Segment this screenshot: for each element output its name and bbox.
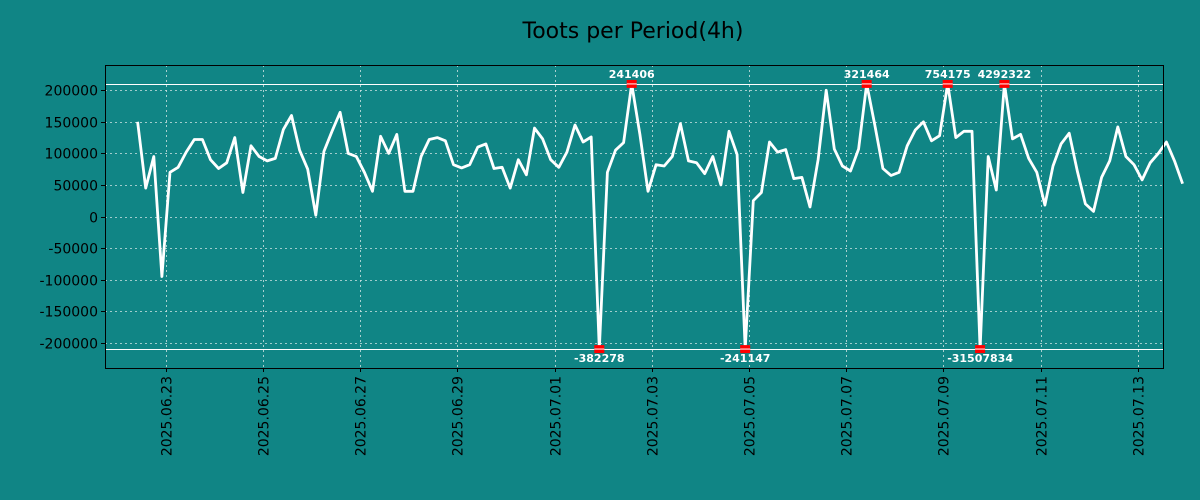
chart-title: Toots per Period(4h) (522, 19, 744, 44)
x-tick-label: 2025.06.23 (160, 376, 176, 456)
outlier-label: -31507834 (947, 352, 1013, 365)
y-tick-label: 50000 (53, 179, 98, 195)
outlier-label: -241147 (720, 352, 771, 365)
y-tick-label: -150000 (40, 305, 99, 321)
outlier-label: 4292322 (978, 68, 1032, 81)
x-tick-label: 2025.07.01 (549, 376, 565, 456)
x-tick-label: 2025.07.09 (937, 376, 953, 456)
y-axis: -200000 -150000 -100000 -50000 0 50000 100000 1… (40, 84, 105, 353)
marker-layer (594, 79, 1010, 354)
series-layer (136, 82, 1184, 351)
grid-layer (105, 65, 1163, 368)
x-tick-label: 2025.06.27 (354, 376, 370, 456)
y-tick-label: -100000 (40, 274, 99, 290)
y-tick-label: 0 (89, 211, 98, 227)
y-tick-label: -200000 (40, 337, 99, 353)
y-tick-label: 100000 (45, 147, 98, 163)
outlier-label: -382278 (574, 352, 625, 365)
x-tick-label: 2025.06.25 (257, 376, 273, 456)
x-tick-label: 2025.07.05 (743, 376, 759, 456)
series-line (136, 82, 1184, 351)
y-tick-label: 150000 (45, 116, 98, 132)
y-tick-label: 200000 (45, 84, 98, 100)
x-tick-label: 2025.07.03 (646, 376, 662, 456)
x-axis: 2025.06.23 2025.06.25 2025.06.27 2025.06.29… (160, 368, 1148, 456)
x-tick-label: 2025.07.11 (1035, 376, 1051, 456)
outlier-label: 321464 (844, 68, 890, 81)
outlier-label: 754175 (925, 68, 971, 81)
x-tick-label: 2025.06.29 (451, 376, 467, 456)
x-tick-label: 2025.07.07 (840, 376, 856, 456)
x-tick-label: 2025.07.13 (1132, 376, 1148, 456)
annotation-layer: -382278 241406 -241147 321464 754175 -3150783… (574, 68, 1031, 365)
outlier-label: 241406 (609, 68, 655, 81)
plot-frame (105, 65, 1164, 369)
y-tick-label: -50000 (48, 242, 98, 258)
